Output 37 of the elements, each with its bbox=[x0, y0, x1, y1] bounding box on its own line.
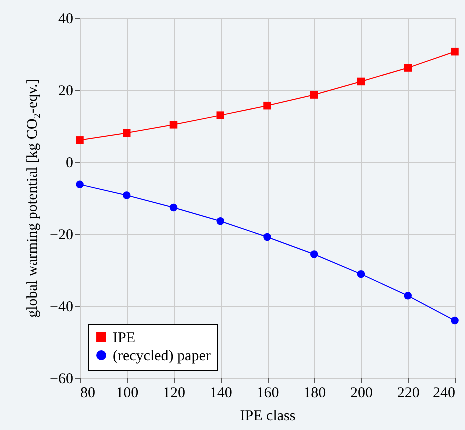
x-tick-label: 160 bbox=[256, 386, 280, 402]
x-axis-title: IPE class bbox=[240, 408, 296, 424]
point bbox=[404, 64, 412, 72]
point bbox=[451, 48, 459, 56]
x-tick-label: 200 bbox=[350, 386, 373, 402]
point bbox=[123, 192, 131, 200]
point bbox=[310, 91, 318, 99]
y-tick-label: −60 bbox=[50, 372, 74, 388]
legend-label: IPE bbox=[113, 330, 136, 346]
point bbox=[451, 316, 459, 325]
x-tick-label: 140 bbox=[210, 386, 232, 402]
point bbox=[310, 250, 318, 258]
x-tick-label: 220 bbox=[397, 386, 420, 402]
x-tick-label: 240 bbox=[433, 386, 456, 402]
point bbox=[76, 180, 84, 189]
x-tick-label: 80 bbox=[80, 386, 96, 402]
y-tick-label: 0 bbox=[66, 156, 74, 172]
point bbox=[264, 102, 272, 110]
point bbox=[76, 136, 84, 144]
point bbox=[123, 129, 131, 138]
x-tick-label: 100 bbox=[116, 386, 139, 402]
point bbox=[216, 112, 224, 120]
point bbox=[170, 204, 178, 212]
point bbox=[264, 233, 272, 242]
point bbox=[404, 292, 412, 300]
y-axis-title: global warming potential [kg CO₂-eqv.] bbox=[25, 79, 42, 318]
x-tick-label: 180 bbox=[304, 386, 326, 402]
legend-label: (recycled) paper bbox=[113, 348, 211, 364]
point bbox=[357, 78, 366, 86]
x-tick-label: 120 bbox=[163, 386, 186, 402]
y-tick-label: −40 bbox=[50, 300, 74, 316]
point bbox=[170, 121, 178, 129]
point bbox=[216, 218, 224, 226]
point bbox=[357, 270, 366, 278]
y-tick-label: 40 bbox=[58, 12, 74, 28]
y-tick-label: −20 bbox=[50, 228, 74, 244]
y-tick-label: 20 bbox=[58, 84, 74, 100]
